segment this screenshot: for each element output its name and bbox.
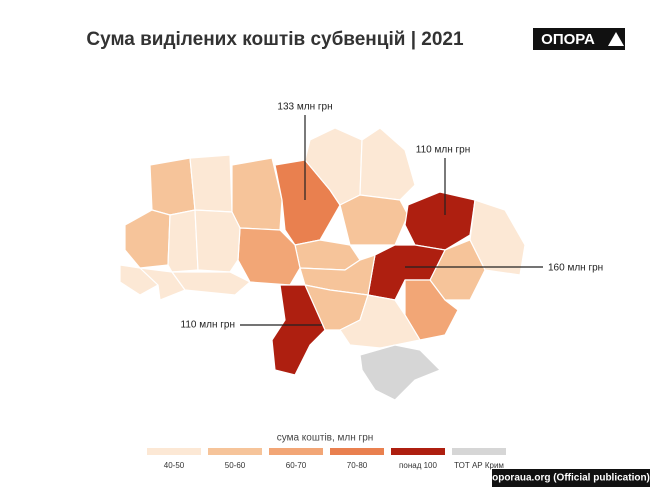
source-box: [492, 469, 650, 487]
legend-label: 50-60: [225, 461, 246, 470]
legend-swatch: [452, 448, 506, 455]
region: [189, 154, 233, 213]
logo-triangle: [608, 32, 624, 46]
annotation: 110 млн грн: [181, 320, 235, 331]
legend-swatch: [269, 448, 323, 455]
map: [119, 127, 526, 401]
legend-label: 70-80: [347, 461, 368, 470]
region: [119, 264, 159, 296]
region: [139, 267, 186, 301]
legend-label: 40-50: [164, 461, 185, 470]
legend: 40-50 50-60 60-70 70-80 понад 100 ТОТ АР Крим: [147, 448, 506, 470]
source: oporaua.org (Official publication): [492, 473, 650, 484]
region: [294, 239, 361, 271]
region: [149, 157, 196, 216]
annotation: 133 млн грн: [277, 102, 332, 113]
region: [339, 294, 421, 349]
title: Сума виділених коштів субвенцій | 2021: [86, 29, 464, 50]
legend-swatch: [330, 448, 384, 455]
region: [124, 209, 171, 269]
legend-label: 60-70: [286, 461, 307, 470]
legend-swatch: [208, 448, 262, 455]
logo: ОПОРА: [541, 31, 595, 48]
annotation: 110 млн грн: [416, 145, 470, 156]
legend-title: сума коштів, млн грн: [277, 433, 374, 444]
region: [359, 344, 441, 401]
region: [404, 191, 476, 251]
region: [271, 284, 326, 376]
region: [167, 209, 199, 273]
region: [359, 127, 416, 201]
legend-swatch: [147, 448, 201, 455]
region: [231, 157, 283, 231]
legend-swatch: [391, 448, 445, 455]
logo-box: [533, 28, 625, 50]
legend-label: понад 100: [399, 461, 437, 470]
legend-label: ТОТ АР Крим: [454, 461, 504, 470]
region: [339, 194, 409, 246]
region: [194, 209, 241, 273]
region: [237, 227, 301, 286]
region: [171, 271, 251, 296]
annotation: 160 млн грн: [548, 263, 603, 274]
